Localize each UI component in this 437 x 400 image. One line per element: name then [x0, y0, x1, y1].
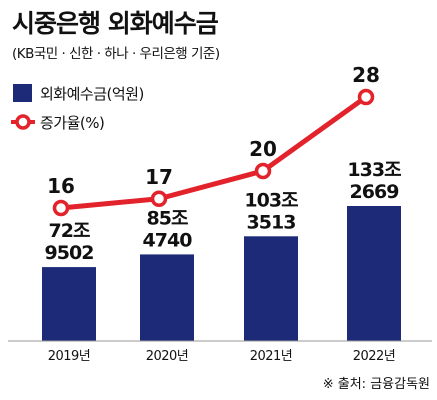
bar-label-bottom-2: 3513 [247, 211, 296, 233]
x-tick-label-2: 2021년 [250, 349, 293, 364]
bar-3 [347, 206, 401, 341]
chart-subtitle: (KB국민 · 신한 · 하나 · 우리은행 기준) [12, 46, 220, 62]
growth-rate-line [60, 94, 368, 211]
chart-title: 시중은행 외화예수금 [12, 9, 219, 38]
x-tick-label-1: 2020년 [146, 349, 189, 364]
legend-bar-swatch [13, 84, 32, 102]
bar-label-bottom-1: 4740 [143, 229, 193, 251]
growth-rate-point-0 [52, 199, 70, 217]
legend-bar-label: 외화예수금(억원) [40, 85, 144, 103]
bar-label-top-0: 72조 [49, 220, 90, 242]
legend-line-label: 증가율(%) [40, 114, 104, 132]
legend-line-marker [15, 114, 31, 130]
x-tick-label-3: 2022년 [353, 349, 396, 364]
bar-label-bottom-3: 2669 [350, 181, 399, 203]
growth-rate-point-1 [150, 190, 168, 207]
bar-label-bottom-0: 9502 [45, 242, 94, 264]
bar-label-top-2: 103조 [244, 189, 298, 211]
line-layer: 16 17 20 28 [47, 63, 380, 217]
source-note: ※ 출처: 금융감독원 [323, 377, 430, 392]
growth-rate-label-3: 28 [352, 63, 380, 87]
growth-rate-label-1: 17 [145, 165, 173, 189]
x-axis-labels: 2019년 2020년 2021년 2022년 [48, 349, 396, 364]
bar-1 [140, 254, 194, 341]
bar-label-top-1: 85조 [147, 207, 188, 229]
growth-rate-point-2 [254, 162, 272, 180]
x-tick-label-0: 2019년 [48, 349, 91, 364]
bar-label-top-3: 133조 [347, 159, 401, 181]
bar-2 [244, 236, 298, 341]
growth-rate-point-3 [357, 88, 375, 106]
growth-rate-label-0: 16 [47, 174, 75, 198]
legend: 외화예수금(억원) 증가율(%) [11, 84, 144, 132]
bar-0 [42, 267, 96, 341]
growth-rate-label-2: 20 [249, 137, 277, 161]
